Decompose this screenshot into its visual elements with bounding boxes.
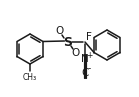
Text: S: S	[64, 36, 73, 48]
Text: O: O	[71, 48, 79, 58]
Text: C: C	[81, 68, 89, 78]
Text: N: N	[81, 54, 89, 64]
Text: +: +	[86, 51, 93, 59]
Text: CH₃: CH₃	[23, 74, 37, 83]
Text: F: F	[86, 32, 92, 42]
Text: O: O	[55, 26, 63, 36]
Text: -: -	[88, 65, 91, 74]
